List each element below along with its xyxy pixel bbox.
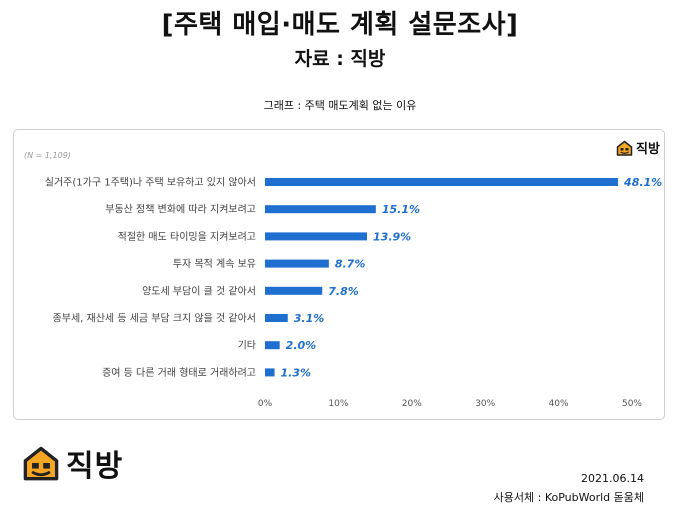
value-label: 15.1% — [382, 203, 420, 216]
category-label: 종부세, 재산세 등 세금 부담 크지 않을 것 같아서 — [53, 313, 256, 325]
bar — [265, 178, 619, 186]
category-label: 적절한 매도 타이밍을 지켜보려고 — [118, 230, 256, 243]
brand-name-large: 직방 — [66, 449, 124, 484]
bar — [265, 259, 329, 268]
brand-logo-small: 직방 — [616, 138, 660, 157]
x-tick-label: 40% — [549, 399, 569, 409]
house-icon — [616, 140, 633, 156]
value-label: 2.0% — [286, 339, 317, 352]
category-label: 기타 — [238, 340, 256, 352]
category-label: 증여 등 다른 거래 형태로 거래하려고 — [102, 366, 256, 379]
category-label: 부동산 정책 변화에 따라 지켜보려고 — [105, 204, 256, 216]
value-label: 1.3% — [281, 366, 312, 379]
bar — [265, 314, 288, 322]
x-tick-label: 10% — [328, 399, 348, 409]
x-tick-label: 30% — [475, 399, 495, 409]
x-tick-label: 50% — [622, 399, 642, 409]
x-tick-label: 0% — [258, 399, 273, 409]
value-label: 3.1% — [294, 312, 325, 325]
value-label: 48.1% — [623, 176, 662, 189]
bar-chart: (N = 1,109) 실거주(1가구 1주택)나 주택 보유하고 있지 않아서 4… — [24, 151, 662, 409]
category-label: 양도세 부담이 클 것 같아서 — [142, 285, 256, 297]
bar — [265, 341, 280, 350]
value-label: 8.7% — [335, 258, 366, 271]
publish-date: 2021.06.14 — [581, 472, 644, 485]
font-note: 사용서체 : KoPubWorld 돋움체 — [493, 491, 644, 504]
source-subtitle: 자료 : 직방 — [294, 48, 386, 70]
category-label: 투자 목적 계속 보유 — [173, 258, 256, 270]
bar — [265, 368, 275, 377]
house-icon — [23, 446, 59, 481]
value-label: 13.9% — [373, 230, 411, 243]
value-label: 7.8% — [328, 285, 359, 298]
graph-caption: 그래프 : 주택 매도계획 없는 이유 — [263, 99, 417, 112]
bar — [265, 232, 368, 241]
sample-size-note: (N = 1,109) — [24, 151, 71, 160]
page-title: [주택 매입·매도 계획 설문조사] — [161, 10, 519, 40]
bar — [265, 286, 323, 295]
brand-name-small: 직방 — [636, 142, 660, 157]
x-tick-label: 20% — [402, 399, 422, 409]
chart-panel: (N = 1,109) 실거주(1가구 1주택)나 주택 보유하고 있지 않아서 4… — [13, 129, 665, 420]
bar — [265, 205, 376, 214]
category-label: 실거주(1가구 1주택)나 주택 보유하고 있지 않아서 — [45, 176, 256, 189]
brand-logo-large: 직방 — [22, 441, 123, 485]
